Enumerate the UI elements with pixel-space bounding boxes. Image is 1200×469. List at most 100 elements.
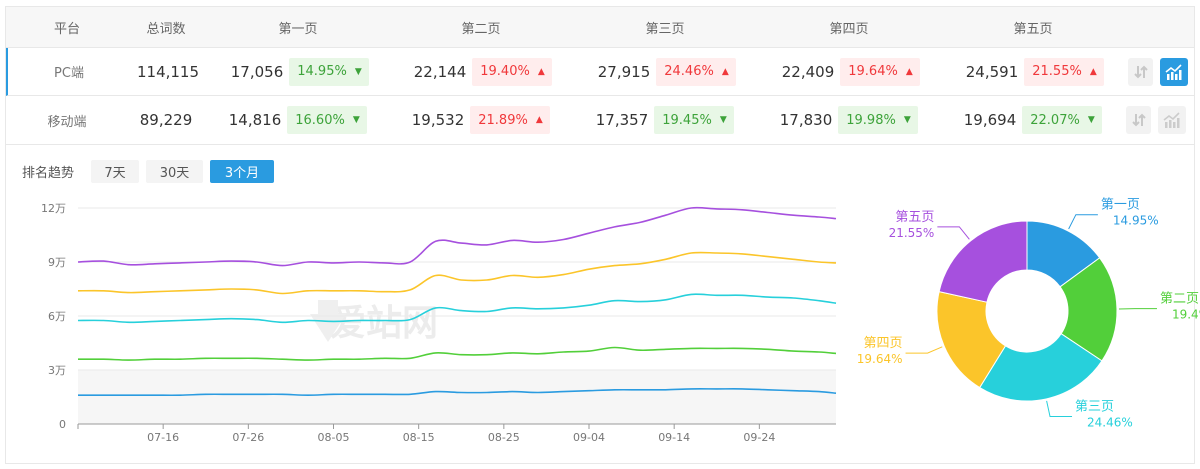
percent-value: 16.60%	[295, 112, 345, 128]
page-count: 27,915	[597, 62, 651, 81]
triangle-down-icon: ▼	[352, 115, 360, 125]
triangle-up-icon: ▲	[721, 66, 729, 77]
percent-badge: 19.64% ▲	[840, 57, 921, 86]
sort-arrows-icon	[1133, 65, 1148, 79]
percent-value: 19.45%	[662, 112, 712, 128]
series-line-2	[77, 346, 837, 361]
triangle-down-icon: ▼	[354, 66, 362, 77]
y-tick-label: 12万	[41, 202, 66, 215]
pie-label-name: 第五页	[895, 210, 934, 225]
pie-label-name: 第四页	[864, 336, 903, 351]
pie-label-value: 14.95%	[1113, 214, 1159, 228]
page-count: 17,056	[230, 62, 284, 81]
total-count: 89,229	[139, 111, 193, 129]
chart-toggle-button[interactable]	[1160, 58, 1188, 86]
page-count: 22,144	[413, 62, 467, 81]
ranking-table: 平台 总词数 第一页 第二页 第三页 第四页 第五页 PC端 114,115 17,056 14.…	[5, 6, 1195, 145]
triangle-up-icon: ▲	[537, 66, 545, 77]
table-row-pc: PC端 114,115 17,056 14.95% ▼ 22,144 19.40% ▲ 27,9…	[6, 48, 1194, 96]
page-count: 17,357	[595, 111, 649, 129]
x-tick-label: 08-05	[318, 431, 350, 444]
sort-button[interactable]	[1126, 106, 1151, 134]
page-stat: 27,915 24.46% ▲	[577, 48, 757, 95]
page-count: 17,830	[779, 111, 833, 129]
percent-value: 19.64%	[848, 64, 898, 79]
column-header: 第四页	[829, 21, 869, 37]
percent-value: 19.98%	[846, 112, 896, 128]
watermark-logo: 爱站网	[330, 303, 438, 344]
y-tick-label: 3万	[48, 364, 66, 377]
column-header: 总词数	[146, 21, 186, 37]
percent-badge: 19.45% ▼	[654, 106, 735, 134]
pie-label-value: 24.46%	[1087, 416, 1133, 430]
percent-value: 21.89%	[478, 112, 528, 128]
x-tick-label: 09-24	[743, 431, 775, 444]
page-count: 14,816	[228, 111, 282, 129]
page-count: 22,409	[781, 62, 835, 81]
percent-value: 24.46%	[664, 64, 714, 79]
x-tick-label: 09-04	[573, 431, 605, 444]
series-line-4	[77, 251, 837, 295]
y-tick-label: 0	[59, 418, 66, 431]
percent-value: 21.55%	[1032, 64, 1082, 79]
chart-toggle-button[interactable]	[1158, 106, 1186, 134]
page-stat: 22,409 19.64% ▲	[761, 48, 941, 95]
sort-arrows-icon	[1131, 113, 1146, 127]
page-stat: 17,056 14.95% ▼	[210, 48, 390, 95]
platform-label: 移动端	[47, 114, 87, 130]
pie-label-value: 19.64%	[857, 352, 903, 366]
page-count: 19,694	[963, 111, 1017, 129]
percent-badge: 22.07% ▼	[1022, 106, 1103, 134]
triangle-down-icon: ▼	[1087, 115, 1095, 125]
page-stat: 17,357 19.45% ▼	[575, 96, 755, 144]
pie-leader-line	[1068, 214, 1098, 230]
column-header: 第一页	[278, 21, 318, 37]
page-stat: 14,816 16.60% ▼	[208, 96, 388, 144]
range-3m-button[interactable]: 3个月	[210, 160, 274, 183]
split-area	[78, 370, 836, 424]
percent-value: 19.40%	[480, 64, 530, 79]
pie-slice-4	[936, 291, 1007, 389]
percent-value: 14.95%	[297, 64, 347, 79]
column-header: 第三页	[645, 21, 685, 37]
series-line-5	[77, 206, 837, 267]
triangle-down-icon: ▼	[903, 115, 911, 125]
page-stat: 24,591 21.55% ▲	[945, 48, 1125, 95]
sort-button[interactable]	[1128, 58, 1153, 86]
trend-title: 排名趋势	[22, 166, 75, 181]
pie-label-name: 第一页	[1101, 198, 1140, 213]
bar-line-chart-icon	[1163, 112, 1180, 128]
percent-badge: 24.46% ▲	[656, 57, 737, 86]
triangle-up-icon: ▲	[535, 115, 543, 125]
column-header: 平台	[53, 21, 80, 37]
trend-card: 排名趋势 7天 30天 3个月	[5, 145, 1195, 464]
x-tick-label: 08-25	[488, 431, 520, 444]
triangle-down-icon: ▼	[719, 115, 727, 125]
percent-value: 22.07%	[1030, 112, 1080, 128]
total-count: 114,115	[136, 62, 200, 81]
pie-leader-line	[937, 226, 970, 240]
percent-badge: 19.98% ▼	[838, 106, 919, 134]
pie-label-name: 第二页	[1160, 292, 1199, 307]
range-30d-button[interactable]: 30天	[146, 160, 203, 183]
percent-badge: 21.89% ▲	[470, 106, 551, 134]
x-tick-label: 09-14	[658, 431, 690, 444]
column-header: 第五页	[1013, 21, 1053, 37]
range-7d-button[interactable]: 7天	[91, 160, 139, 183]
table-row-mobile: 移动端 89,229 14,816 16.60% ▼ 19,532 21.89% ▲ 17,35…	[6, 96, 1194, 144]
percent-badge: 21.55% ▲	[1024, 57, 1105, 86]
x-tick-label: 08-15	[403, 431, 435, 444]
series-line-1	[78, 388, 837, 397]
pie-slice-5	[938, 220, 1028, 303]
page-count: 24,591	[965, 62, 1019, 81]
y-tick-label: 9万	[48, 256, 66, 269]
column-header: 第二页	[461, 21, 501, 37]
x-tick-label: 07-26	[232, 431, 264, 444]
page-stat: 19,694 22.07% ▼	[943, 96, 1123, 144]
pie-label-name: 第三页	[1075, 400, 1114, 415]
percent-badge: 16.60% ▼	[287, 106, 368, 134]
page-stat: 19,532 21.89% ▲	[391, 96, 571, 144]
platform-label: PC端	[54, 66, 84, 81]
pie-label-value: 19.4%	[1172, 308, 1200, 322]
